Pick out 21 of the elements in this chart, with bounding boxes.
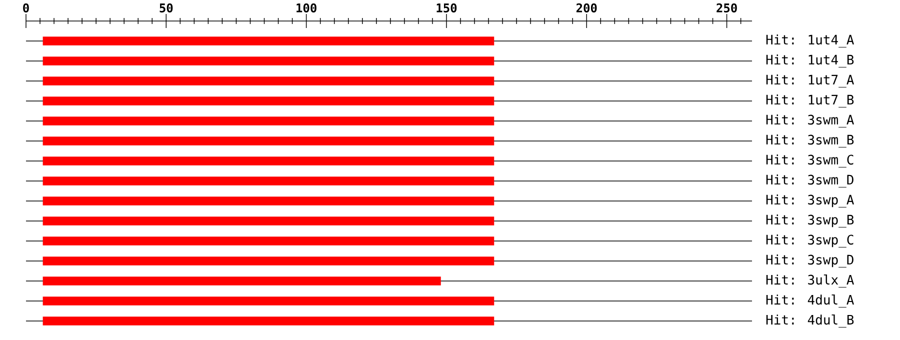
y-tick-label: Hit: 4dul_B — [766, 314, 854, 328]
y-tick-label: Hit: 3swp_B — [766, 214, 854, 228]
y-tick-label: Hit: 1ut4_B — [766, 54, 854, 68]
x-tick-label: 0 — [23, 3, 29, 12]
y-tick-label: Hit: 3ulx_A — [766, 274, 854, 288]
y-tick-label: Hit: 1ut7_A — [766, 74, 854, 88]
y-tick-label: Hit: 3swm_A — [766, 114, 854, 128]
y-tick-label: Hit: 3swm_C — [766, 154, 854, 168]
x-tick-label: 50 — [160, 3, 173, 12]
y-tick-label: Hit: 3swp_D — [766, 254, 854, 268]
y-tick-label: Hit: 3swp_C — [766, 234, 854, 248]
y-tick-label: Hit: 1ut4_A — [766, 34, 854, 48]
y-tick-label: Hit: 3swp_A — [766, 194, 854, 208]
y-tick-label: Hit: 4dul_A — [766, 294, 854, 308]
x-tick-label: 200 — [576, 3, 597, 12]
y-tick-label: Hit: 3swm_B — [766, 134, 854, 148]
x-tick-label: 150 — [436, 3, 457, 12]
y-tick-label: Hit: 1ut7_B — [766, 94, 854, 108]
x-tick-label: 100 — [296, 3, 316, 12]
x-tick-label: 250 — [716, 3, 737, 12]
y-tick-label: Hit: 3swm_D — [766, 174, 854, 188]
